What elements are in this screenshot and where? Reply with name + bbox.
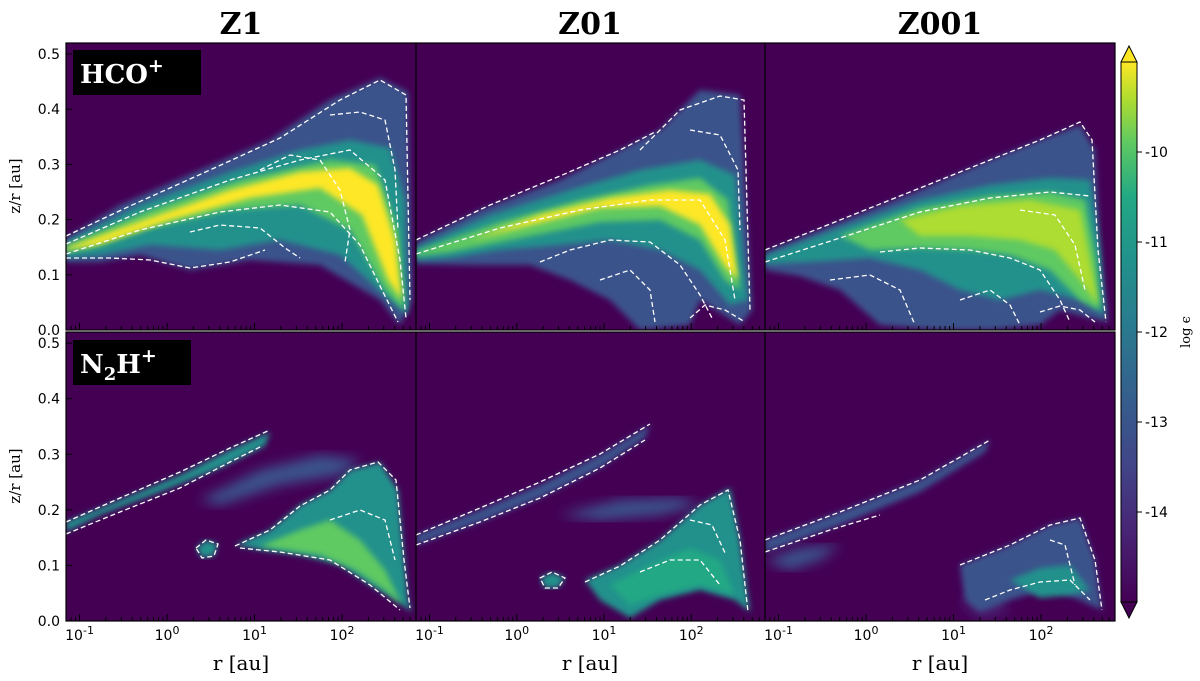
x-tick-label: 102 xyxy=(679,624,704,644)
y-axis-label-top: z/r [au] xyxy=(6,158,24,213)
x-tick-label: 100 xyxy=(854,624,879,644)
x-tick-label: 100 xyxy=(155,624,180,644)
panel-hco-z1 xyxy=(66,43,416,330)
column-title-z01: Z01 xyxy=(558,7,622,42)
panel-hco-z001 xyxy=(765,43,1115,330)
x-tick-label: 101 xyxy=(941,624,966,644)
colorbar-ticks: -10 -11 -12 -13 -14 xyxy=(1137,145,1168,521)
y-tick-label: 0.4 xyxy=(38,102,60,118)
y-tick-label: 0.2 xyxy=(38,503,60,519)
colorbar-tick-label: -14 xyxy=(1145,505,1168,521)
colorbar-tick-label: -12 xyxy=(1145,325,1168,341)
panel-n2h-z001 xyxy=(765,332,1115,621)
y-tick-label: 0.4 xyxy=(38,392,60,408)
x-tick-label: 102 xyxy=(330,624,355,644)
x-axis-label-z001: r [au] xyxy=(912,651,968,675)
y-tick-label: 0.1 xyxy=(38,558,60,574)
x-axis-label-z01: r [au] xyxy=(562,651,618,675)
y-tick-label: 0.2 xyxy=(38,213,60,229)
species-label-hco: HCO+ xyxy=(73,50,201,95)
x-tick-label: 102 xyxy=(1029,624,1054,644)
y-tick-label: 0.5 xyxy=(38,47,60,63)
panel-n2h-z01 xyxy=(416,332,765,621)
y-tick-label: 0.1 xyxy=(38,268,60,284)
y-tick-label: 0.0 xyxy=(38,614,60,630)
colorbar-tick-label: -11 xyxy=(1145,235,1168,251)
x-tick-label: 100 xyxy=(504,624,529,644)
colorbar-label: log ϵ xyxy=(1179,316,1194,348)
colorbar: -10 -11 -12 -13 -14 log ϵ xyxy=(1120,44,1194,620)
panel-hco-z01 xyxy=(416,43,765,330)
species-label-n2h: N2H+ xyxy=(73,340,191,385)
y-tick-label: 0.5 xyxy=(38,336,60,352)
x-tick-label: 10-1 xyxy=(764,624,793,644)
column-title-z1: Z1 xyxy=(220,7,263,42)
x-tick-label: 10-1 xyxy=(415,624,444,644)
svg-text:N2H+: N2H+ xyxy=(80,345,157,385)
colorbar-tick-label: -10 xyxy=(1145,145,1168,161)
y-axis-label-bottom: z/r [au] xyxy=(6,448,24,503)
column-title-z001: Z001 xyxy=(898,7,983,42)
y-tick-label: 0.3 xyxy=(38,157,60,173)
y-ticks: 0.00.10.20.30.40.50.00.10.20.30.40.5 xyxy=(38,47,72,630)
x-tick-label: 10-1 xyxy=(65,624,94,644)
y-tick-label: 0.3 xyxy=(38,447,60,463)
y-tick-label: 0.0 xyxy=(38,323,60,339)
x-axis-label-z1: r [au] xyxy=(213,651,269,675)
x-tick-label: 101 xyxy=(242,624,267,644)
x-ticks: 10-1 100 101 102 10-1 100 101 102 10-1 100 101 102 xyxy=(65,323,1116,644)
x-tick-label: 101 xyxy=(592,624,617,644)
svg-text:HCO+: HCO+ xyxy=(80,55,164,90)
colorbar-tick-label: -13 xyxy=(1145,415,1168,431)
